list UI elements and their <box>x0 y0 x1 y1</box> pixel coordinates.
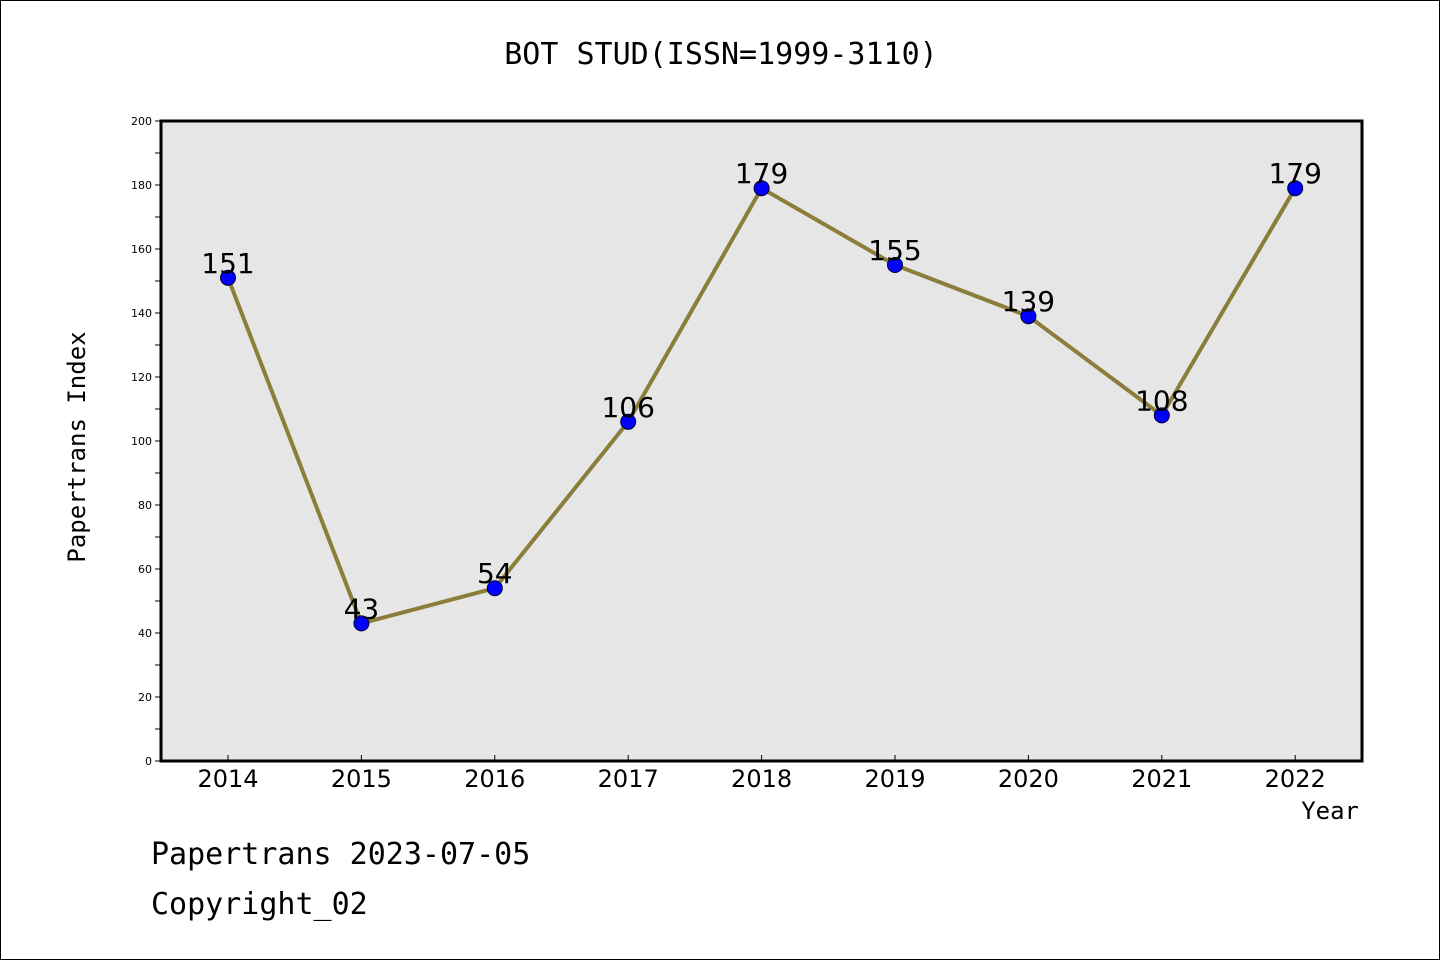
y-tick-label: 180 <box>131 179 152 192</box>
y-tick-label: 0 <box>145 755 152 768</box>
x-tick-label: 2017 <box>598 765 659 793</box>
data-label: 179 <box>1268 157 1321 190</box>
data-point <box>753 180 770 197</box>
y-tick-label: 140 <box>131 307 152 320</box>
data-label: 108 <box>1135 384 1188 417</box>
data-point <box>220 269 236 286</box>
plot-area <box>159 119 1364 763</box>
y-tick-label: 160 <box>131 243 152 256</box>
chart-title: BOT STUD(ISSN=1999-3110) <box>504 37 938 72</box>
y-tick-label: 100 <box>131 435 152 448</box>
y-axis: 0 20 40 60 80 100 120 140 160 180 200 <box>131 115 161 768</box>
y-tick-label: 60 <box>138 563 152 576</box>
data-label: 151 <box>201 247 254 280</box>
data-label: 106 <box>601 391 654 424</box>
x-axis-label: Year <box>1301 797 1359 825</box>
data-point <box>1153 407 1170 424</box>
x-tick-label: 2020 <box>998 765 1059 793</box>
x-tick-label: 2022 <box>1265 765 1326 793</box>
y-tick-label: 80 <box>138 499 152 512</box>
series-layer <box>220 180 1304 632</box>
y-tick-label: 120 <box>131 371 152 384</box>
x-tick-label: 2021 <box>1131 765 1192 793</box>
x-tick-label: 2019 <box>864 765 925 793</box>
y-tick-label: 40 <box>138 627 152 640</box>
data-point <box>887 257 903 273</box>
x-tick-label: 2015 <box>331 765 392 793</box>
footer-date: Papertrans 2023-07-05 <box>151 837 531 872</box>
x-axis: 2014 2015 2016 2017 2018 2019 2020 2021 2022 <box>197 755 1326 793</box>
footer-copyright: Copyright_02 <box>151 887 368 922</box>
data-label: 179 <box>735 157 788 190</box>
data-label: 54 <box>477 557 513 590</box>
data-label: 155 <box>868 234 921 267</box>
x-tick-label: 2016 <box>464 765 525 793</box>
data-label: 139 <box>1002 285 1055 318</box>
data-label: 43 <box>344 592 380 625</box>
y-tick-label: 20 <box>138 691 152 704</box>
x-tick-label: 2018 <box>731 765 792 793</box>
data-point <box>1020 308 1037 325</box>
data-point <box>1287 180 1304 197</box>
data-label-layer: 151 43 54 106 179 155 139 108 179 <box>201 157 1322 625</box>
y-tick-label: 200 <box>131 115 152 128</box>
data-point <box>486 580 503 597</box>
data-point <box>353 615 370 632</box>
x-tick-label: 2014 <box>197 765 258 793</box>
data-point <box>620 413 637 430</box>
